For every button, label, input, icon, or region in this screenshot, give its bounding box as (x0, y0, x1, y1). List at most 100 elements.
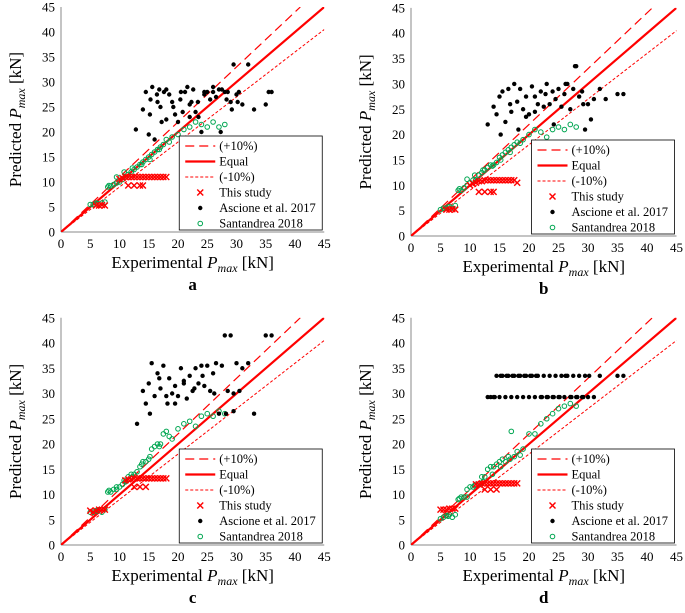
legend-label: Equal (572, 159, 602, 173)
legend-label: Ascione et al. 2017 (572, 205, 669, 219)
this-study-point (136, 173, 144, 181)
ascione-point (591, 394, 597, 400)
reference-line (411, 317, 677, 545)
ascione-point (510, 373, 515, 379)
y-tick-label: 0 (399, 229, 406, 244)
y-tick-label: 45 (392, 310, 405, 325)
santandrea-point (493, 159, 500, 166)
ascione-point (615, 91, 620, 97)
santandrea-point (479, 474, 485, 480)
ascione-point (152, 393, 157, 399)
legend-label: This study (219, 499, 272, 513)
x-tick-label: 40 (641, 240, 654, 255)
legend-marker-swatch (549, 533, 556, 540)
ascione-point (544, 81, 549, 87)
x-tick-label: 10 (464, 240, 477, 255)
santandrea-point (160, 431, 167, 437)
ascione-point (195, 99, 201, 105)
santandrea-point (147, 453, 153, 460)
ascione-point (181, 381, 187, 386)
x-tick-label: 15 (142, 549, 155, 564)
santandrea-point (489, 471, 496, 478)
santandrea-point (198, 121, 205, 128)
ascione-point (164, 393, 169, 399)
this-study-point (510, 479, 518, 487)
ascione-point (158, 386, 163, 391)
santandrea-point (543, 134, 550, 140)
this-study-point (498, 176, 506, 184)
y-tick-label: 5 (49, 200, 56, 215)
santandrea-point (464, 176, 470, 183)
this-study-point (493, 176, 501, 184)
ascione-point (187, 114, 192, 120)
santandrea-point (514, 139, 521, 146)
ascione-point (515, 394, 520, 400)
this-study-point (496, 479, 503, 487)
santandrea-point (151, 443, 158, 450)
legend-label: (+10%) (572, 143, 610, 157)
santandrea-point (487, 463, 494, 470)
santandrea-point (134, 468, 140, 475)
ascione-point (210, 371, 216, 376)
plot-area (61, 7, 325, 232)
ascione-point (621, 373, 626, 379)
santandrea-point (555, 405, 562, 412)
ascione-point (172, 383, 178, 389)
ascione-point (532, 394, 538, 400)
this-study-point (95, 506, 103, 514)
ascione-point (532, 94, 538, 99)
ascione-point (231, 408, 236, 414)
ascione-point (193, 109, 198, 115)
santandrea-point (216, 124, 222, 130)
x-tick-label: 40 (289, 549, 302, 564)
santandrea-point (445, 513, 451, 520)
ascione-point (133, 127, 139, 132)
this-study-point (98, 506, 106, 514)
x-axis-title: Experimental Pmax [kN] (462, 566, 625, 588)
plot-area (411, 7, 677, 236)
ascione-point (497, 394, 502, 400)
y-tick-label: 25 (42, 411, 55, 426)
y-tick-label: 25 (392, 411, 405, 426)
santandrea-point (169, 436, 175, 442)
ascione-point (140, 388, 146, 394)
ascione-point (263, 333, 268, 338)
this-study-point (154, 474, 162, 482)
ascione-point (171, 104, 176, 110)
ascione-point (210, 84, 216, 90)
santandrea-point (520, 446, 526, 452)
x-tick-label: 35 (611, 240, 624, 255)
ascione-point (178, 89, 184, 95)
santandrea-point (113, 174, 120, 180)
santandrea-point (166, 139, 173, 145)
y-axis-title: Predicted Pmax [kN] (6, 364, 28, 499)
this-study-point (92, 202, 100, 209)
legend-label: Equal (219, 468, 249, 482)
y-axis-title: Predicted Pmax [kN] (356, 364, 378, 499)
panel-a: 00 5 5 10 10 15 15 20 20 25 25 30 30 35 35 40 40 45 45 Expe… (6, 0, 331, 294)
panel-letter: d (539, 588, 549, 607)
y-tick-label: 45 (392, 0, 405, 15)
this-study-point (487, 485, 495, 493)
ascione-point (503, 119, 508, 125)
ascione-point (507, 101, 513, 107)
legend-label: (-10%) (572, 483, 607, 497)
this-study-point (136, 483, 144, 491)
ascione-point (213, 94, 219, 100)
ascione-point (251, 107, 257, 112)
ascione-point (202, 89, 207, 95)
legend-marker-swatch (549, 502, 556, 509)
ascione-point (522, 373, 527, 379)
this-study-point (124, 182, 132, 189)
ascione-point (559, 104, 564, 109)
x-tick-label: 40 (641, 549, 654, 564)
this-study-point (498, 479, 506, 487)
santandrea-point (106, 182, 112, 189)
this-study-point (156, 474, 164, 482)
ascione-point (533, 373, 539, 379)
ascione-point (576, 373, 582, 379)
y-tick-label: 25 (392, 102, 405, 117)
santandrea-point (532, 126, 538, 133)
ascione-point (147, 112, 153, 117)
y-axis-title: Predicted Pmax [kN] (356, 54, 378, 189)
